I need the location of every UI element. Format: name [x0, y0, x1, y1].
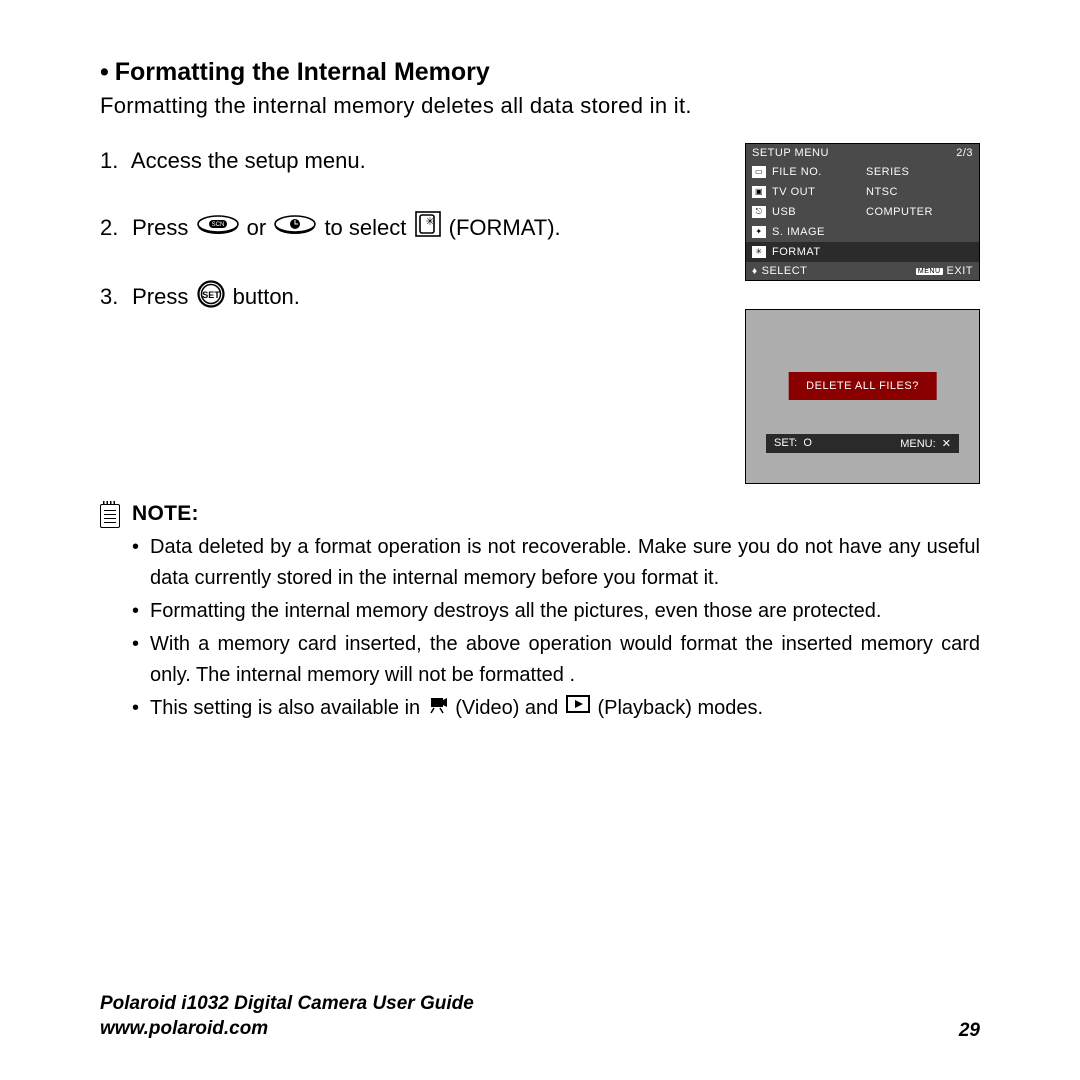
note-item: Data deleted by a format operation is no… [132, 532, 980, 594]
steps-list: 1. Access the setup menu. 2. Press SCN o… [100, 143, 717, 484]
tvout-icon: ▣ [752, 186, 766, 198]
screens-column: SETUP MENU 2/3 ▭ FILE NO. SERIES ▣ TV OU… [745, 143, 980, 484]
menu-value: NTSC [866, 186, 898, 198]
step-number: 2. [100, 210, 126, 245]
note-title: NOTE: [132, 502, 980, 526]
bullet-icon: • [100, 58, 109, 86]
menu-row-fileno: ▭ FILE NO. SERIES [746, 162, 979, 182]
confirm-set: SET: O [774, 437, 812, 450]
step-text: Press [132, 284, 188, 309]
section-heading: •Formatting the Internal Memory [100, 58, 980, 87]
footer-guide: Polaroid i1032 Digital Camera User Guide [100, 991, 474, 1017]
step-number: 3. [100, 279, 126, 314]
footer-page-number: 29 [959, 1020, 980, 1042]
menu-value: COMPUTER [866, 206, 933, 218]
arrows-icon: ♦ [752, 266, 758, 277]
playback-mode-icon [566, 693, 590, 724]
note-item: This setting is also available in (Video… [132, 693, 980, 724]
menu-label: FILE NO. [772, 166, 860, 178]
step-text: (FORMAT). [449, 215, 561, 240]
timer-button-icon [274, 212, 316, 247]
format-icon: ✳ [752, 246, 766, 258]
format-menu-icon: ✳ [415, 211, 441, 247]
usb-icon: ⎋ [752, 206, 766, 218]
step-text: button. [233, 284, 300, 309]
step-2: 2. Press SCN or to select ✳ (FORMAT). [100, 210, 717, 247]
footer-select: SELECT [762, 265, 808, 277]
note-block: NOTE: Data deleted by a format operation… [100, 502, 980, 726]
page-footer: Polaroid i1032 Digital Camera User Guide… [100, 991, 980, 1042]
menu-title: SETUP MENU [752, 147, 956, 159]
footer-url: www.polaroid.com [100, 1016, 474, 1042]
set-button-icon: SET [197, 280, 225, 318]
confirm-prompt: DELETE ALL FILES? [788, 372, 937, 400]
note-list: Data deleted by a format operation is no… [132, 532, 980, 724]
menu-row-usb: ⎋ USB COMPUTER [746, 202, 979, 222]
menu-page: 2/3 [956, 147, 973, 159]
scn-button-icon: SCN [197, 212, 239, 247]
notepad-icon [100, 504, 120, 528]
step-text: Access the setup menu. [131, 148, 366, 173]
main-row: 1. Access the setup menu. 2. Press SCN o… [100, 143, 980, 484]
footer-exit: EXIT [947, 265, 973, 277]
step-text: Press [132, 215, 188, 240]
menu-badge-icon: MENU [916, 268, 943, 275]
menu-value: SERIES [866, 166, 909, 178]
note-item: Formatting the internal memory destroys … [132, 596, 980, 627]
confirm-bar: SET: O MENU: ✕ [766, 434, 959, 453]
menu-titlebar: SETUP MENU 2/3 [746, 144, 979, 162]
video-mode-icon [428, 693, 448, 724]
svg-text:SET: SET [202, 290, 220, 300]
confirm-screenshot: DELETE ALL FILES? SET: O MENU: ✕ [745, 309, 980, 484]
step-text: to select [324, 215, 406, 240]
menu-label: FORMAT [772, 246, 860, 258]
footer-left: Polaroid i1032 Digital Camera User Guide… [100, 991, 474, 1042]
svg-text:SCN: SCN [211, 222, 224, 228]
menu-row-simage: ✦ S. IMAGE [746, 222, 979, 242]
step-1: 1. Access the setup menu. [100, 143, 717, 178]
note-item: With a memory card inserted, the above o… [132, 629, 980, 691]
heading-text: Formatting the Internal Memory [115, 58, 490, 86]
menu-label: TV OUT [772, 186, 860, 198]
fileno-icon: ▭ [752, 166, 766, 178]
note-body: NOTE: Data deleted by a format operation… [132, 502, 980, 726]
menu-row-tvout: ▣ TV OUT NTSC [746, 182, 979, 202]
menu-row-format: ✳ FORMAT [746, 242, 979, 262]
step-3: 3. Press SET button. [100, 279, 717, 317]
menu-label: S. IMAGE [772, 226, 860, 238]
step-text: or [247, 215, 267, 240]
step-number: 1. [100, 143, 126, 178]
menu-footer: ♦ SELECT MENU EXIT [746, 262, 979, 280]
section-subheading: Formatting the internal memory deletes a… [100, 93, 980, 119]
menu-label: USB [772, 206, 860, 218]
confirm-menu: MENU: ✕ [900, 437, 951, 450]
svg-text:✳: ✳ [425, 216, 434, 228]
simage-icon: ✦ [752, 226, 766, 238]
setup-menu-screenshot: SETUP MENU 2/3 ▭ FILE NO. SERIES ▣ TV OU… [745, 143, 980, 281]
